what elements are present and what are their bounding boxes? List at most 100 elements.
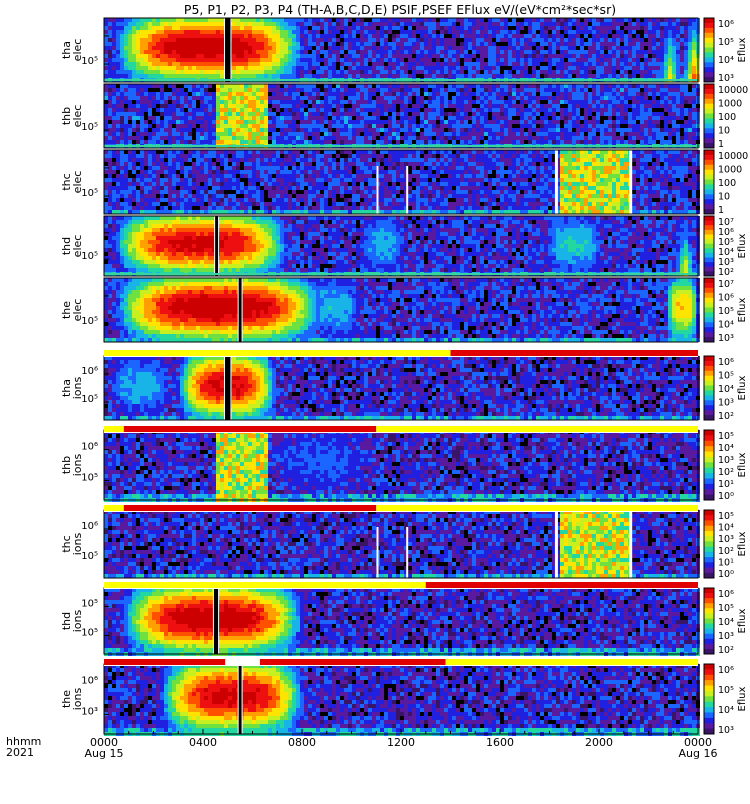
cell	[264, 136, 268, 140]
cell	[412, 70, 416, 74]
cell	[500, 54, 504, 58]
colorbar-step	[704, 67, 714, 72]
cell	[496, 104, 500, 108]
cell	[616, 108, 620, 112]
cell	[580, 128, 584, 132]
cell	[396, 38, 400, 42]
cell	[600, 108, 604, 112]
cell	[552, 116, 556, 120]
cell	[596, 96, 600, 100]
cell	[116, 58, 120, 62]
cell	[368, 108, 372, 112]
colorbar-step	[704, 62, 714, 67]
cell	[624, 46, 628, 50]
cell	[596, 74, 600, 78]
cell	[680, 84, 684, 88]
low-energy-stripe	[104, 145, 698, 147]
cell	[624, 92, 628, 96]
cell	[512, 84, 516, 88]
cell	[296, 132, 300, 136]
cell	[324, 112, 328, 116]
cell	[628, 74, 632, 78]
cell	[536, 92, 540, 96]
cell	[136, 74, 140, 78]
cell	[240, 30, 244, 34]
cell	[512, 42, 516, 46]
cell	[320, 62, 324, 66]
cell	[344, 132, 348, 136]
cell	[564, 124, 568, 128]
cell	[496, 74, 500, 78]
cell	[616, 132, 620, 136]
cell	[420, 22, 424, 26]
cell	[172, 74, 176, 78]
cell	[616, 34, 620, 38]
cell	[376, 132, 380, 136]
cell	[528, 120, 532, 124]
cell	[244, 50, 248, 54]
cell	[652, 66, 656, 70]
cell	[596, 84, 600, 88]
cell	[336, 136, 340, 140]
cell	[436, 70, 440, 74]
cell	[640, 124, 644, 128]
cell	[552, 108, 556, 112]
cell	[652, 92, 656, 96]
cell	[172, 58, 176, 62]
cell	[220, 88, 224, 92]
cell	[672, 34, 676, 38]
cell	[664, 18, 668, 22]
cell	[272, 84, 276, 88]
cell	[232, 96, 236, 100]
cell	[168, 54, 172, 58]
cell	[120, 174, 124, 178]
cell	[272, 50, 276, 54]
cell	[492, 92, 496, 96]
cell	[456, 112, 460, 116]
cell	[320, 30, 324, 34]
cell	[596, 22, 600, 26]
cell	[360, 58, 364, 62]
cell	[256, 140, 260, 144]
cell	[600, 140, 604, 144]
cell	[124, 186, 128, 190]
cell	[544, 54, 548, 58]
cell	[404, 34, 408, 38]
cell	[616, 92, 620, 96]
cell	[112, 174, 116, 178]
cell	[232, 132, 236, 136]
cell	[436, 92, 440, 96]
cell	[320, 74, 324, 78]
cell	[668, 128, 672, 132]
cell	[164, 22, 168, 26]
cell	[528, 34, 532, 38]
cell	[288, 58, 292, 62]
cell	[152, 116, 156, 120]
cell	[172, 26, 176, 30]
cell	[604, 116, 608, 120]
cell	[220, 58, 224, 62]
cell	[128, 22, 132, 26]
cell	[256, 112, 260, 116]
cell	[420, 50, 424, 54]
cell	[640, 108, 644, 112]
cell	[200, 66, 204, 70]
cell	[472, 120, 476, 124]
cell	[388, 70, 392, 74]
cell	[140, 120, 144, 124]
cell	[496, 58, 500, 62]
cell	[440, 34, 444, 38]
cell	[608, 34, 612, 38]
cell	[476, 136, 480, 140]
cell	[416, 30, 420, 34]
cell	[596, 38, 600, 42]
cell	[136, 174, 140, 178]
cell	[456, 140, 460, 144]
cell	[512, 96, 516, 100]
cell	[320, 88, 324, 92]
cell	[196, 88, 200, 92]
cell	[456, 116, 460, 120]
cell	[104, 206, 108, 210]
cell	[240, 38, 244, 42]
cell	[192, 58, 196, 62]
